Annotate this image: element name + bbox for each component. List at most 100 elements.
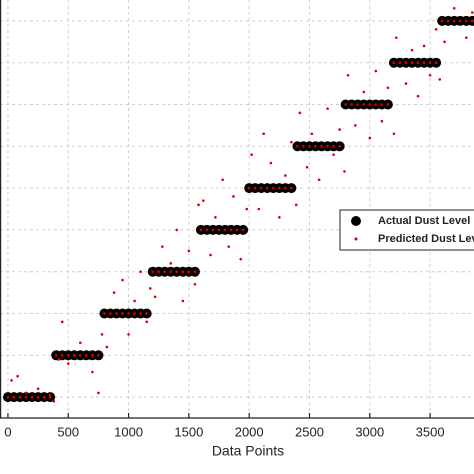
- predicted-point: [221, 178, 224, 182]
- actual-point-core: [127, 312, 130, 315]
- predicted-point: [464, 36, 468, 39]
- predicted-point: [362, 90, 366, 94]
- predicted-point: [175, 228, 179, 232]
- actual-point-core: [350, 103, 354, 106]
- predicted-point: [284, 174, 287, 177]
- predicted-point: [169, 262, 173, 265]
- actual-point-core: [211, 228, 215, 232]
- actual-point-core: [338, 144, 342, 148]
- actual-point-core: [205, 228, 209, 232]
- actual-point-core: [259, 186, 263, 190]
- actual-point-core: [452, 19, 456, 23]
- predicted-point: [380, 119, 384, 123]
- predicted-point: [79, 341, 82, 345]
- actual-point-core: [103, 312, 106, 315]
- actual-point-core: [133, 312, 137, 315]
- actual-point-core: [84, 353, 88, 357]
- actual-point-core: [199, 228, 203, 232]
- actual-point-core: [422, 61, 426, 65]
- predicted-point: [52, 399, 56, 403]
- predicted-point: [257, 207, 261, 211]
- x-tick-label: 0: [4, 424, 11, 439]
- actual-point-core: [30, 395, 34, 399]
- actual-point-core: [169, 270, 173, 274]
- predicted-point: [91, 370, 94, 374]
- predicted-point: [121, 278, 124, 282]
- actual-point-core: [145, 312, 149, 315]
- actual-point-core: [326, 144, 329, 148]
- x-tick-label: 2500: [295, 424, 324, 439]
- actual-point-core: [271, 186, 275, 190]
- actual-point-core: [247, 186, 251, 190]
- predicted-point: [290, 140, 293, 144]
- actual-point-core: [97, 353, 100, 357]
- predicted-point: [416, 94, 420, 98]
- actual-point-core: [151, 270, 155, 274]
- actual-point-core: [253, 186, 257, 190]
- actual-point-core: [12, 395, 16, 399]
- x-tick-label: 3500: [416, 424, 445, 439]
- predicted-point: [57, 358, 60, 361]
- predicted-point: [112, 291, 116, 294]
- actual-point-core: [42, 395, 46, 399]
- predicted-point: [410, 48, 414, 52]
- series: [10, 7, 474, 403]
- actual-point-core: [302, 144, 305, 148]
- actual-point-core: [121, 312, 124, 315]
- actual-point-core: [458, 19, 462, 23]
- predicted-point: [452, 7, 456, 10]
- predicted-point: [443, 40, 446, 44]
- x-axis-label: Data Points: [212, 443, 284, 459]
- actual-point-core: [6, 395, 10, 399]
- x-tick-label: 2000: [235, 424, 264, 439]
- predicted-point: [97, 391, 100, 395]
- actual-point-core: [229, 228, 233, 232]
- predicted-point: [145, 320, 148, 324]
- predicted-point: [338, 128, 341, 131]
- actual-point-core: [277, 186, 281, 190]
- x-tick-label: 3000: [355, 424, 384, 439]
- actual-point-core: [368, 103, 372, 106]
- x-tick-label: 1000: [114, 424, 143, 439]
- actual-point-core: [109, 312, 112, 315]
- predicted-point: [438, 78, 442, 81]
- actual-point-core: [115, 312, 118, 315]
- predicted-point: [232, 195, 235, 198]
- legend-marker: [351, 216, 361, 226]
- actual-point-core: [241, 228, 245, 232]
- legend-box: [339, 209, 474, 251]
- predicted-point: [227, 245, 230, 248]
- actual-point-core: [72, 353, 76, 357]
- predicted-point: [395, 36, 398, 39]
- actual-point-core: [416, 61, 420, 65]
- actual-point-core: [296, 144, 299, 148]
- predicted-point: [317, 178, 321, 182]
- predicted-point: [428, 73, 432, 77]
- predicted-point: [262, 132, 265, 136]
- predicted-point: [139, 270, 142, 274]
- x-tick-label: 500: [57, 424, 79, 439]
- predicted-point: [181, 299, 185, 303]
- predicted-point: [133, 299, 136, 303]
- predicted-point: [298, 111, 302, 115]
- predicted-point: [386, 86, 390, 90]
- predicted-point: [36, 387, 40, 391]
- actual-point-core: [434, 61, 438, 65]
- predicted-point: [16, 374, 19, 378]
- legend-label: Actual Dust Level: [378, 215, 470, 227]
- actual-point-core: [356, 103, 360, 106]
- predicted-point: [368, 136, 372, 140]
- actual-point-core: [380, 103, 384, 106]
- actual-point-core: [193, 270, 197, 274]
- predicted-point: [48, 393, 52, 397]
- actual-point-core: [163, 270, 167, 274]
- predicted-point: [127, 333, 130, 336]
- predicted-point: [326, 107, 329, 110]
- predicted-point: [250, 153, 253, 156]
- predicted-point: [346, 73, 350, 77]
- predicted-point: [66, 362, 70, 365]
- predicted-point: [153, 295, 157, 299]
- actual-point-core: [440, 19, 444, 23]
- series: [2, 15, 474, 403]
